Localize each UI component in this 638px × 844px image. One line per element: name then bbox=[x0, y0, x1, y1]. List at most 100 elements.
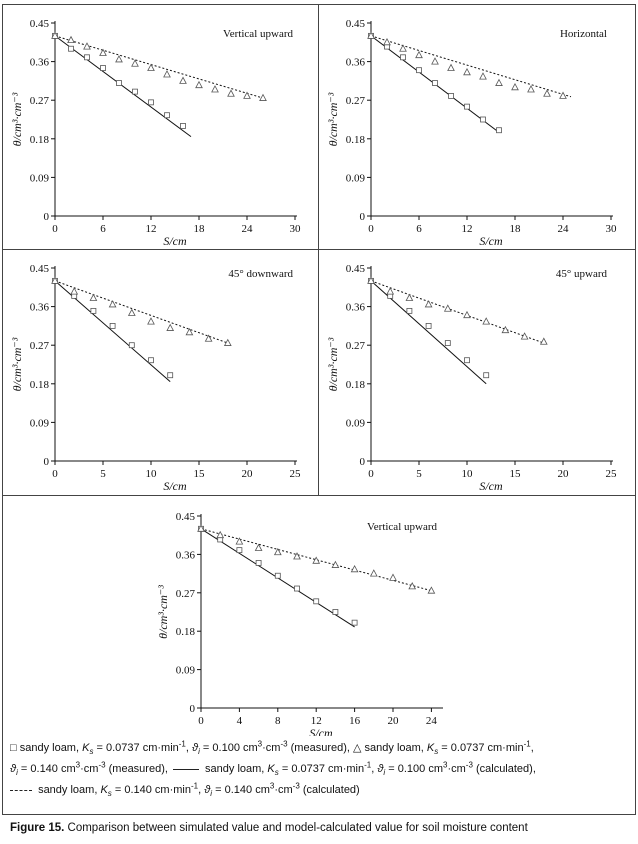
triangle-marker-icon: △ bbox=[353, 742, 362, 754]
legend-ks-unit: cm·min bbox=[154, 784, 191, 796]
legend-ks-value: 0.140 bbox=[124, 784, 152, 796]
y-tick-label: 0 bbox=[360, 456, 366, 468]
x-axis-label: S/cm bbox=[309, 726, 333, 736]
x-tick-label: 0 bbox=[368, 223, 374, 235]
calculated-dashed-line bbox=[370, 35, 572, 98]
y-tick-label: 0.27 bbox=[176, 588, 196, 600]
legend-eq: = bbox=[111, 784, 125, 796]
legend-ks-value: 0.0737 bbox=[105, 742, 140, 754]
legend-theta-sup: 3 bbox=[257, 739, 263, 749]
triangle-data-point bbox=[259, 93, 267, 101]
chart-title: Vertical upward bbox=[367, 521, 437, 533]
dashed-line-icon bbox=[10, 789, 32, 791]
x-tick-label: 10 bbox=[462, 468, 474, 480]
legend-measured: (measured), bbox=[290, 742, 350, 754]
y-tick-label: 0.36 bbox=[346, 302, 366, 314]
square-data-point bbox=[255, 560, 262, 566]
triangle-data-point bbox=[204, 334, 213, 342]
square-data-point bbox=[180, 123, 186, 129]
y-tick-label: 0.45 bbox=[30, 263, 50, 275]
legend-calculated: (calculated) bbox=[302, 784, 360, 796]
legend-theta-sub: i bbox=[198, 747, 200, 757]
triangle-data-point bbox=[386, 287, 395, 295]
legend-eq: = bbox=[199, 742, 213, 754]
chart-svg-5: 0 4 8 12 16 20 24 0 0.09 0.18 0.27 0.36 0.45 S/cm θ/cm… bbox=[156, 511, 443, 736]
triangle-data-point bbox=[254, 543, 263, 551]
x-tick-label: 15 bbox=[194, 468, 206, 480]
square-data-point bbox=[432, 80, 438, 86]
triangle-data-point bbox=[427, 586, 436, 594]
triangle-data-point bbox=[424, 300, 433, 308]
triangle-data-point bbox=[408, 582, 417, 590]
triangle-data-point bbox=[211, 85, 219, 93]
y-tick-label: 0.18 bbox=[176, 626, 196, 638]
y-axis-label: θ/cm³·cm⁻³ bbox=[10, 337, 24, 391]
triangle-data-point bbox=[443, 304, 452, 312]
square-data-point bbox=[84, 54, 90, 61]
triangle-data-point bbox=[293, 552, 301, 560]
legend-theta-value: 0.140 bbox=[224, 784, 253, 796]
legend-theta-value: 0.140 bbox=[30, 763, 58, 775]
triangle-data-point bbox=[147, 63, 155, 71]
x-tick-label: 0 bbox=[52, 468, 58, 480]
chart-svg-3: 0 5 10 15 20 25 0 0.09 0.18 0.27 0.36 0.45 S/cm θ/cm³… bbox=[10, 263, 302, 493]
legend-ks-unit-sup: -1 bbox=[178, 739, 186, 749]
triangle-data-point bbox=[70, 287, 79, 295]
y-tick-label: 0.18 bbox=[346, 134, 366, 146]
triangle-data-point bbox=[312, 556, 321, 564]
legend-theta-sup: -3 bbox=[465, 760, 473, 770]
triangle-data-point bbox=[131, 59, 139, 67]
y-tick-label: 0.36 bbox=[30, 302, 50, 314]
y-tick-label: 0.27 bbox=[30, 95, 50, 107]
x-tick-label: 20 bbox=[388, 715, 400, 727]
triangle-data-point bbox=[367, 31, 375, 39]
x-tick-label: 0 bbox=[368, 468, 374, 480]
legend-theta-sup: -3 bbox=[98, 760, 106, 770]
triangle-data-point bbox=[108, 300, 117, 308]
square-data-point bbox=[100, 65, 106, 71]
y-tick-label: 0.36 bbox=[30, 57, 50, 69]
square-data-point bbox=[480, 116, 486, 123]
legend-calculated: (calculated), bbox=[475, 763, 536, 775]
y-tick-label: 0.18 bbox=[30, 134, 50, 146]
legend-ks: K bbox=[267, 763, 275, 775]
square-data-point bbox=[164, 112, 170, 119]
square-data-point bbox=[132, 88, 138, 95]
square-data-point bbox=[351, 619, 358, 626]
x-tick-label: 24 bbox=[242, 223, 254, 235]
square-data-point bbox=[68, 45, 74, 52]
legend-theta-sub: i bbox=[383, 768, 386, 778]
legend-material: sandy loam, bbox=[38, 784, 98, 796]
square-data-point bbox=[128, 342, 135, 349]
triangle-data-point bbox=[415, 50, 423, 59]
triangle-data-point bbox=[463, 67, 471, 76]
triangle-data-point bbox=[273, 547, 282, 556]
legend-material: sandy loam, bbox=[19, 742, 80, 754]
square-data-point bbox=[483, 372, 490, 379]
legend-eq: = bbox=[212, 784, 225, 796]
legend-theta-sup: 3 bbox=[269, 781, 275, 791]
y-tick-label: 0.27 bbox=[30, 340, 50, 352]
legend: □ sandy loam, Ks = 0.0737 cm·min-1, ϑi =… bbox=[10, 738, 628, 801]
x-tick-label: 0 bbox=[198, 715, 204, 727]
triangle-data-point bbox=[127, 308, 136, 316]
legend-ks-unit-sup: -1 bbox=[190, 781, 199, 791]
y-axis-label: θ/cm³·cm⁻³ bbox=[326, 92, 340, 146]
y-tick-label: 0.45 bbox=[346, 18, 366, 30]
x-tick-label: 4 bbox=[237, 715, 243, 727]
legend-comma: , bbox=[371, 763, 375, 775]
y-axis-label: θ/cm³·cm⁻³ bbox=[10, 92, 24, 146]
legend-theta-unit-mid: ·cm bbox=[80, 763, 99, 775]
triangle-data-point bbox=[185, 327, 194, 336]
triangle-data-point bbox=[147, 317, 155, 325]
chart-svg-1: 0 6 12 18 24 30 0 0.09 0.18 0.27 0.36 0.45 S/cm θ/cm³… bbox=[10, 18, 301, 248]
x-tick-label: 25 bbox=[290, 468, 302, 480]
legend-theta: ϑ bbox=[192, 742, 199, 754]
triangle-data-point bbox=[166, 323, 175, 331]
chart-panel-45-upward: 0 5 10 15 20 25 0 0.09 0.18 0.27 0.36 0.45 S/cm θ/cm³… bbox=[318, 249, 636, 496]
triangle-data-point bbox=[539, 337, 548, 345]
triangle-data-point bbox=[501, 325, 510, 334]
triangle-data-point bbox=[83, 42, 91, 50]
legend-ks-unit: cm·min bbox=[328, 763, 365, 775]
x-tick-label: 24 bbox=[558, 223, 570, 235]
